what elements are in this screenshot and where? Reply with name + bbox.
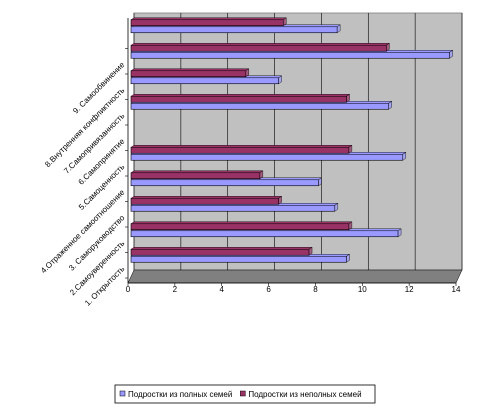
x-tick-label: 8 (313, 285, 318, 294)
bar (130, 230, 399, 238)
bar (130, 102, 390, 110)
bar-end (397, 228, 402, 238)
bar-end (278, 195, 282, 205)
x-tick-label: 2 (173, 285, 178, 294)
bar-end (348, 221, 353, 231)
legend-swatch (119, 390, 126, 397)
bar-end (334, 202, 339, 212)
bar (130, 95, 347, 103)
bar-end (336, 24, 341, 34)
bar (130, 70, 247, 78)
bar (130, 19, 284, 27)
bar-end (348, 144, 353, 154)
bar-top (130, 94, 351, 97)
bar-top (130, 17, 287, 20)
bar-end (346, 93, 350, 103)
bar (130, 197, 279, 205)
bar (130, 146, 350, 154)
bar (130, 204, 336, 212)
bar-top (130, 247, 313, 250)
bar-end (245, 68, 250, 78)
plot-floor (127, 269, 463, 284)
bar-top (130, 68, 250, 71)
bar-end (346, 253, 350, 263)
bar (130, 26, 338, 34)
bar-end (283, 17, 287, 27)
bar-top (130, 196, 283, 199)
legend-label: Подростки из неполных семей (248, 390, 361, 399)
bar (130, 248, 310, 256)
bar-top (130, 43, 391, 46)
bar (130, 51, 450, 59)
bar (130, 153, 404, 161)
bar (130, 179, 319, 187)
bar (130, 44, 387, 52)
bar-end (388, 100, 392, 110)
x-tick-label: 4 (219, 285, 224, 294)
bar (130, 223, 350, 231)
x-tick-label: 14 (452, 285, 461, 294)
x-tick-label: 0 (126, 285, 131, 294)
x-tick-label: 12 (405, 285, 414, 294)
bar (130, 77, 279, 85)
x-tick-label: 6 (266, 285, 271, 294)
bar-end (318, 177, 322, 187)
bar (130, 255, 347, 263)
legend-label: Подростки из полных семей (128, 390, 232, 399)
bar-end (386, 42, 390, 52)
bar-end (308, 246, 313, 256)
bar-top (130, 170, 264, 173)
bar-top (130, 145, 353, 148)
bar (130, 172, 261, 180)
bar-end (259, 170, 264, 180)
bar-end (449, 49, 453, 59)
x-tick-label: 10 (358, 285, 367, 294)
legend-swatch (240, 390, 246, 397)
bar-end (278, 75, 282, 85)
bar-end (402, 151, 406, 161)
bar-top (130, 221, 353, 224)
